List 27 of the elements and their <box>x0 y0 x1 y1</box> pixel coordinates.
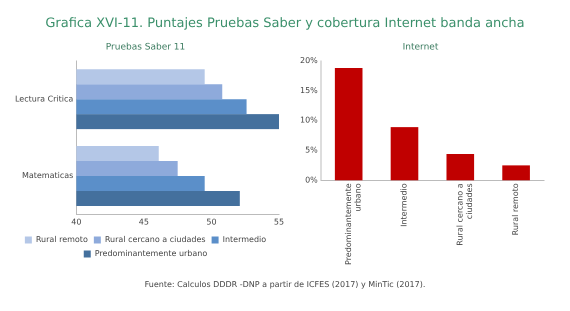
bar <box>446 154 474 180</box>
bar <box>390 127 418 180</box>
y-tick-label: 5% <box>305 146 318 155</box>
x-tick-label: Rural cercano a ciudades <box>455 183 474 246</box>
x-tick-label: Predominantemente urbano <box>344 183 362 266</box>
chart-title: Internet <box>402 42 439 53</box>
text: Grafica XVI-11. Puntajes Pruebas Saber y cobertura Internet banda ancha <box>44 15 526 33</box>
x-tick-label: 50 <box>206 217 217 226</box>
legend-label: Rural remoto <box>36 235 88 244</box>
source-note: Fuente: Calculos DDDR -DNP a partir de ICFES (2017) y MinTic (2017). <box>144 279 426 289</box>
y-tick-label: 15% <box>300 86 318 95</box>
bar <box>334 68 362 180</box>
y-tick-label: Lectura Critica <box>14 94 74 104</box>
y-tick-label: 0% <box>305 175 318 184</box>
y-tick-label: Matematicas <box>22 171 74 180</box>
legend-label: Predominantemente urbano <box>94 249 208 258</box>
chart-title: Pruebas Saber 11 <box>106 42 186 53</box>
x-tick-label: 55 <box>274 217 284 226</box>
x-tick-label: Intermedio <box>400 183 409 227</box>
legend-label: Intermedio <box>222 235 266 244</box>
y-tick-label: 10% <box>300 116 318 125</box>
y-tick-label: 20% <box>300 56 318 65</box>
legend-label: Rural cercano a ciudades <box>104 235 206 244</box>
bar <box>502 165 530 180</box>
x-tick-label: Rural remoto <box>511 183 520 236</box>
x-tick-label: 40 <box>71 217 82 226</box>
x-tick-label: 45 <box>138 217 149 226</box>
